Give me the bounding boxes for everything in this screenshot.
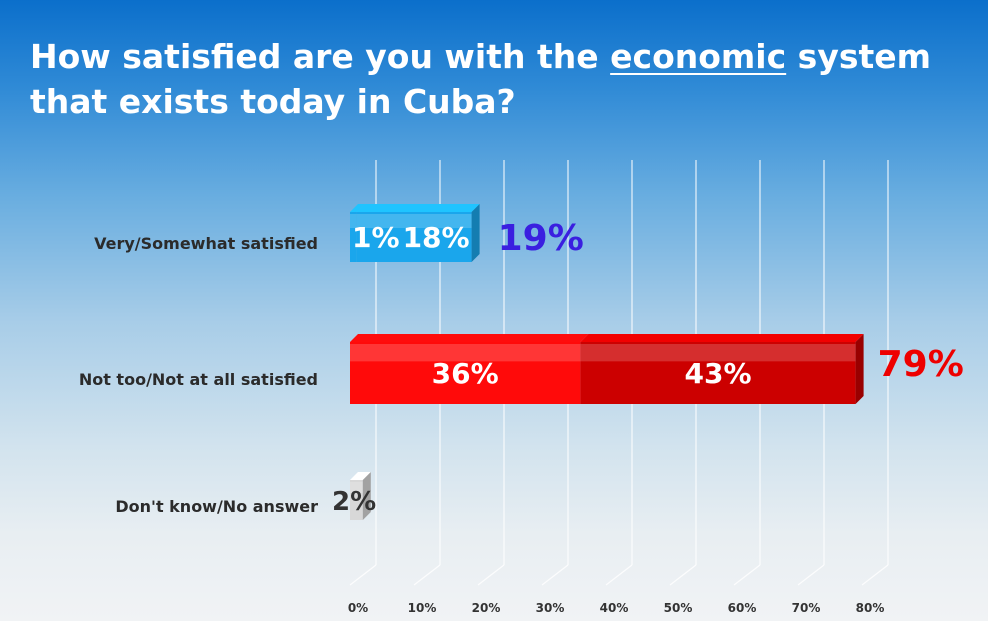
bar-segment — [350, 212, 357, 262]
x-tick-label: 60% — [728, 601, 757, 615]
gridline-base — [541, 564, 569, 586]
bar-segment-top — [356, 204, 480, 212]
gridline-base — [605, 564, 633, 586]
x-tick-label: 10% — [408, 601, 437, 615]
bar-value-label: 36% — [432, 357, 499, 390]
category-label: Very/Somewhat satisfied — [94, 234, 318, 253]
x-tick-label: 50% — [664, 601, 693, 615]
category-labels: Very/Somewhat satisfied Not too/Not at al… — [79, 234, 318, 516]
gridline-base — [733, 564, 761, 586]
gridline-base — [861, 564, 889, 586]
bar-segment-highlight — [580, 344, 856, 362]
bar-segment-highlight — [350, 344, 581, 362]
bar-total-label: 19% — [498, 218, 584, 259]
bar-segment — [350, 480, 363, 520]
bar-value-label: 18% — [403, 221, 470, 254]
chart-title: How satisfied are you with the economic … — [30, 34, 960, 124]
bar-segment-top — [350, 204, 365, 212]
gridline-base — [413, 564, 441, 586]
category-label: Don't know/No answer — [115, 497, 318, 516]
bar-segment-top — [350, 334, 589, 342]
bar-segment-highlight — [350, 482, 363, 494]
x-tick-label: 80% — [856, 601, 885, 615]
x-tick-label: 70% — [792, 601, 821, 615]
bar-side — [471, 204, 480, 262]
bar-side — [362, 472, 371, 520]
gridline-base — [797, 564, 825, 586]
bars: 1% 18% 36% 43% 2% 19% 79% — [332, 204, 964, 520]
gridline-base — [477, 564, 505, 586]
bar-segment-highlight — [356, 214, 472, 228]
bar-segment — [356, 212, 472, 262]
bar-value-label: 2% — [332, 487, 376, 517]
bar-segment — [350, 342, 581, 404]
x-tick-label: 30% — [536, 601, 565, 615]
x-tick-label: 0% — [348, 601, 368, 615]
category-label: Not too/Not at all satisfied — [79, 370, 318, 389]
bar-segment-top — [580, 334, 864, 342]
bar-value-label: 1% — [352, 221, 400, 254]
gridline-base — [669, 564, 697, 586]
bar-segment-highlight — [350, 214, 357, 228]
bar-segment-top — [350, 472, 371, 480]
bar-segment — [580, 342, 856, 404]
bar-total-label: 79% — [878, 344, 964, 385]
title-text-after: system that exists today in Cuba? — [30, 37, 932, 121]
x-tick-label: 20% — [472, 601, 501, 615]
title-emphasis: economic — [610, 37, 787, 76]
x-axis-ticks: 0% 10% 20% 30% 40% 50% 60% 70% 80% — [348, 601, 885, 615]
title-text-before: How satisfied are you with the — [30, 37, 611, 76]
bar-side — [855, 334, 864, 404]
x-tick-label: 40% — [600, 601, 629, 615]
gridline-base — [349, 564, 377, 586]
bar-value-label: 43% — [684, 357, 751, 390]
